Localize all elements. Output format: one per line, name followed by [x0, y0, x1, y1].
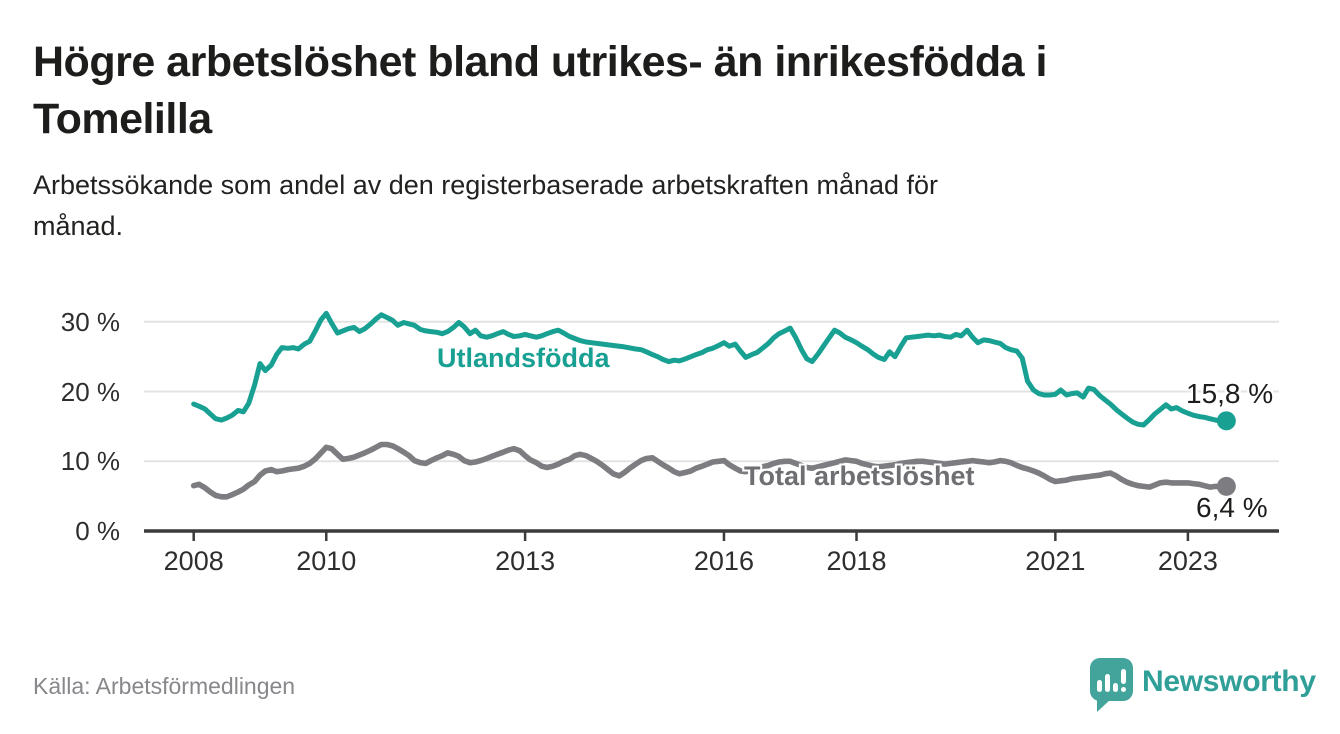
y-tick-label: 0 %	[75, 516, 120, 546]
end-value-label-total: 6,4 %	[1196, 492, 1268, 523]
x-tick-label: 2021	[1025, 546, 1086, 576]
series-end-dot-0	[1216, 411, 1236, 431]
title-line-2: Tomelilla	[33, 95, 212, 143]
y-tick-label: 30 %	[60, 306, 120, 337]
source-attribution: Källa: Arbetsförmedlingen	[33, 673, 296, 699]
logo-wordmark: Newsworthy	[1142, 665, 1316, 698]
newsworthy-logo: Newsworthy	[1090, 658, 1320, 718]
gridlines	[144, 320, 1279, 463]
subtitle-line-2: månad.	[33, 211, 124, 241]
series-label-total-arbetsloshet: Total arbetslöshet	[744, 461, 975, 491]
x-tick-label: 2018	[826, 546, 887, 576]
end-value-label-utlandsfodda: 15,8 %	[1186, 378, 1274, 409]
subtitle-line-1: Arbetssökande som andel av den registerb…	[33, 170, 939, 200]
data-lines	[190, 310, 1236, 500]
y-tick-label: 10 %	[60, 446, 120, 477]
x-tick-label: 2013	[495, 546, 556, 576]
exclamation-icon	[1121, 669, 1126, 692]
x-tick-label: 2016	[693, 546, 754, 576]
x-tick-label: 2010	[296, 546, 357, 576]
bar-chart-icon	[1090, 658, 1133, 701]
chart-subtitle: Arbetssökande som andel av den registerb…	[33, 165, 1323, 247]
series-end-dot-1	[1216, 476, 1236, 496]
y-tick-label: 20 %	[60, 376, 120, 407]
logo-bubble-tail	[1097, 699, 1111, 712]
x-axis	[144, 529, 1279, 541]
series-line-0	[191, 310, 1229, 428]
title-line-1: Högre arbetslöshet bland utrikes- än inr…	[33, 38, 1047, 86]
series-line-1	[190, 441, 1230, 500]
x-tick-label: 2023	[1157, 546, 1218, 576]
x-tick-label: 2008	[163, 546, 224, 576]
page-title: Högre arbetslöshet bland utrikes- än inr…	[33, 34, 1323, 148]
series-label-utlandsfodda: Utlandsfödda	[437, 343, 610, 373]
